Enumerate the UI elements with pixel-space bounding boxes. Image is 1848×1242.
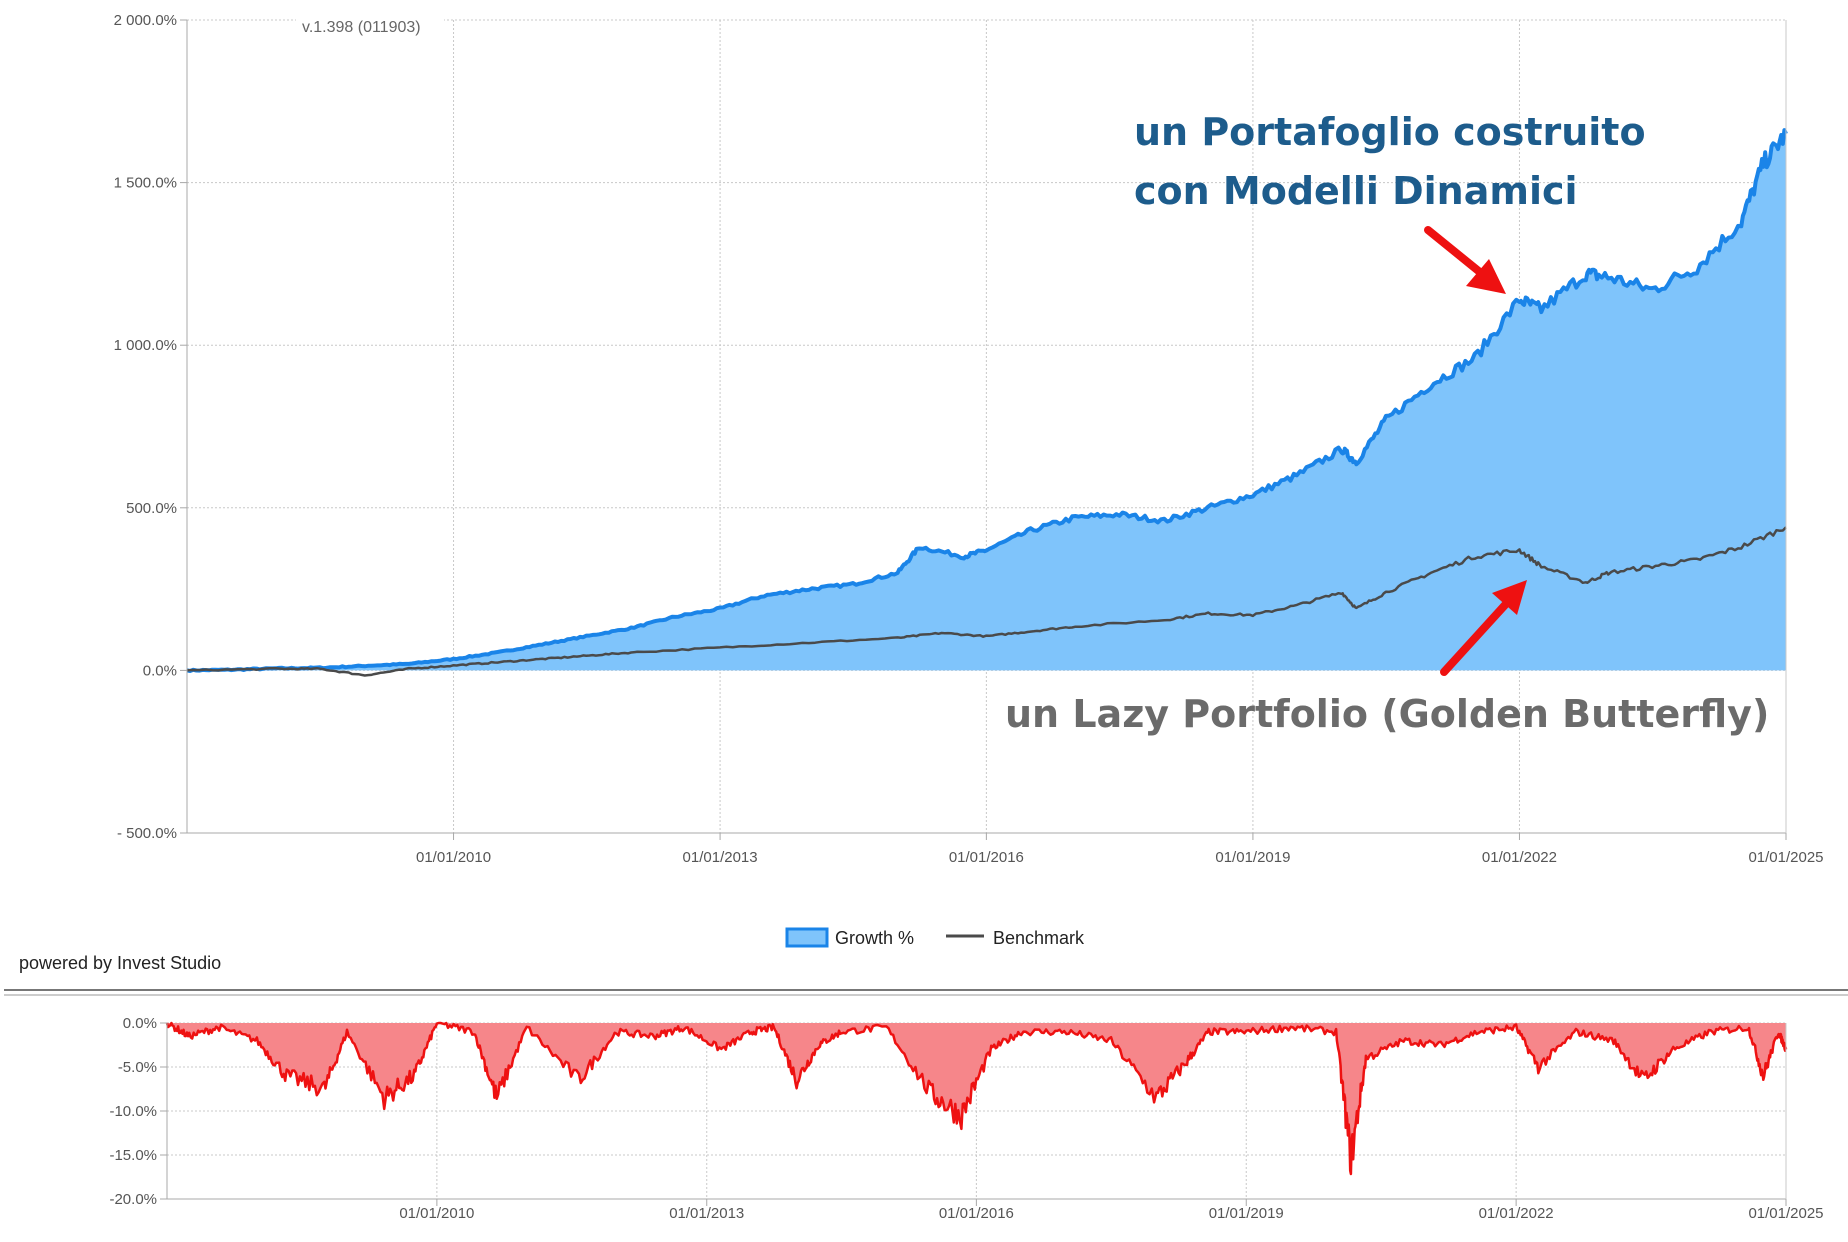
annotation-lazy: un Lazy Portfolio (Golden Butterfly): [1005, 692, 1769, 736]
y-tick-label: -5.0%: [118, 1059, 157, 1076]
annotation-dynamic-line1: un Portafoglio costruito: [1134, 110, 1646, 154]
growth-area: [187, 130, 1786, 672]
drawdown-x-tick-labels: 01/01/2010 01/01/2013 01/01/2016 01/01/2019…: [399, 1205, 1823, 1222]
y-tick-label: -10.0%: [109, 1103, 157, 1120]
y-tick-label: 1 500.0%: [114, 175, 177, 192]
main-y-tick-labels: 2 000.0% 1 500.0% 1 000.0% 500.0% 0.0% - 500.…: [114, 12, 177, 842]
drawdown-area: [167, 1023, 1786, 1174]
drawdown-y-tick-labels: 0.0% -5.0% -10.0% -15.0% -20.0%: [109, 1015, 157, 1208]
powered-by-label: powered by Invest Studio: [19, 953, 221, 973]
y-tick-label: 1 000.0%: [114, 337, 177, 354]
y-tick-label: 500.0%: [126, 500, 177, 517]
arrow-dynamic-icon: [1424, 226, 1506, 294]
y-tick-label: - 500.0%: [117, 825, 177, 842]
drawdown-chart-axes: [160, 1022, 1787, 1206]
legend-growth-swatch: [785, 927, 829, 948]
growth-line: [186, 128, 1788, 673]
x-tick-label: 01/01/2022: [1482, 849, 1557, 866]
growth-series-group: [186, 128, 1788, 673]
x-tick-label: 01/01/2016: [939, 1205, 1014, 1222]
version-label: v.1.398 (011903): [302, 19, 421, 36]
y-tick-label: 0.0%: [123, 1015, 157, 1032]
x-tick-label: 01/01/2013: [669, 1205, 744, 1222]
arrow-lazy-icon: [1440, 580, 1527, 676]
x-tick-label: 01/01/2016: [949, 849, 1024, 866]
x-tick-label: 01/01/2019: [1209, 1205, 1284, 1222]
legend-growth-label: Growth %: [835, 928, 914, 948]
benchmark-series-group: [186, 526, 1787, 677]
legend: Growth % Benchmark: [785, 927, 1085, 948]
version-label-bg: [296, 14, 444, 36]
main-chart-axes: [180, 19, 1787, 840]
x-tick-label: 01/01/2019: [1215, 849, 1290, 866]
y-tick-label: 2 000.0%: [114, 12, 177, 29]
y-tick-label: -15.0%: [109, 1147, 157, 1164]
y-tick-label: -20.0%: [109, 1191, 157, 1208]
drawdown-line: [165, 1021, 1788, 1176]
x-tick-label: 01/01/2013: [683, 849, 758, 866]
x-tick-label: 01/01/2025: [1748, 1205, 1823, 1222]
x-tick-label: 01/01/2010: [416, 849, 491, 866]
x-tick-label: 01/01/2010: [399, 1205, 474, 1222]
x-tick-label: 01/01/2025: [1748, 849, 1823, 866]
x-tick-label: 01/01/2022: [1479, 1205, 1554, 1222]
drawdown-series-group: [165, 1021, 1788, 1176]
main-x-tick-labels: 01/01/2010 01/01/2013 01/01/2016 01/01/2019…: [416, 849, 1824, 866]
y-tick-label: 0.0%: [143, 662, 177, 679]
benchmark-line: [186, 526, 1787, 677]
annotation-dynamic-line2: con Modelli Dinamici: [1134, 169, 1578, 213]
legend-benchmark-label: Benchmark: [993, 928, 1085, 948]
